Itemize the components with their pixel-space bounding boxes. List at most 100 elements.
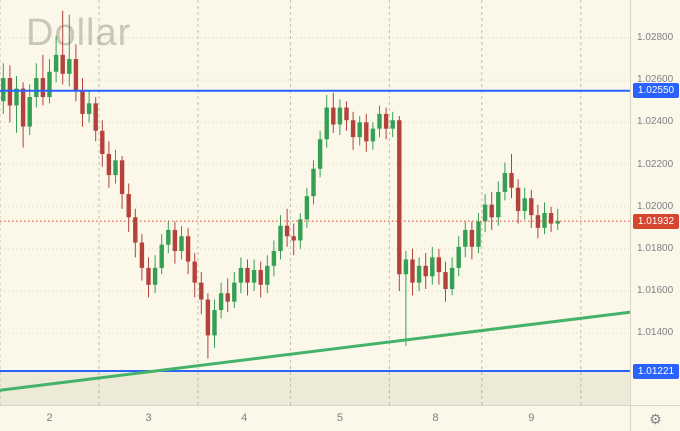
candle-body <box>416 265 422 283</box>
candle-body <box>364 122 369 142</box>
candle-body <box>166 229 171 245</box>
candle-body <box>529 198 534 216</box>
candle-body <box>436 257 442 273</box>
candle-body <box>93 103 98 131</box>
candle-body <box>423 265 428 277</box>
time-axis-label: 8 <box>432 412 439 424</box>
candle-body <box>390 120 395 129</box>
candle-body <box>172 229 178 252</box>
candle-body <box>218 293 224 311</box>
candle-body <box>271 251 277 266</box>
candle-body <box>449 267 455 289</box>
candle-body <box>337 107 343 125</box>
candle-body <box>53 54 59 72</box>
chart-canvas[interactable]: Dollar <box>0 0 630 405</box>
price-tick-label: 1.02200 <box>637 158 674 170</box>
candle-body <box>34 78 39 98</box>
candle-body <box>350 120 356 138</box>
candle-body <box>463 229 468 247</box>
candle-body <box>14 88 19 106</box>
candle-body <box>159 244 164 268</box>
price-tick-label: 1.02000 <box>637 200 674 212</box>
candle-body <box>106 153 112 176</box>
candle-body <box>100 130 105 154</box>
level-price-badge: 1.02550 <box>633 83 679 99</box>
candle-body <box>245 267 250 283</box>
candle-body <box>555 221 560 224</box>
candle-body <box>1 78 6 102</box>
candle-body <box>291 236 296 241</box>
candle-body <box>73 59 79 91</box>
candle-body <box>317 139 323 169</box>
price-tick-label: 1.01400 <box>637 327 674 339</box>
candle-body <box>443 272 448 289</box>
candle-body <box>265 265 270 285</box>
price-tick-label: 1.01600 <box>637 285 674 297</box>
support-zone <box>0 371 630 405</box>
candle-body <box>482 204 488 222</box>
candle-body <box>331 107 336 125</box>
time-axis-label: 3 <box>145 412 152 424</box>
candle-body <box>179 236 184 252</box>
candle-body <box>278 225 283 252</box>
candlestick-chart <box>0 0 630 405</box>
candle-body <box>469 229 475 247</box>
candle-body <box>548 213 554 224</box>
candle-body <box>515 187 521 211</box>
candle-body <box>344 107 349 121</box>
settings-gear-icon[interactable]: ⚙ <box>649 410 662 427</box>
candle-body <box>535 215 541 228</box>
candle-body <box>298 219 303 241</box>
candle-body <box>377 113 382 129</box>
candle-body <box>199 282 204 300</box>
candle-body <box>119 160 125 195</box>
candle-body <box>397 120 402 275</box>
candle-body <box>126 194 131 218</box>
candle-body <box>311 168 316 197</box>
trendline <box>0 310 630 392</box>
candle-body <box>133 217 138 243</box>
candle-body <box>80 90 85 114</box>
candle-body <box>304 196 310 220</box>
axis-corner: ⚙ <box>630 405 680 431</box>
candle-body <box>383 113 389 129</box>
price-tick-label: 1.02800 <box>637 31 674 43</box>
candle-body <box>324 107 329 140</box>
time-axis-label: 4 <box>241 412 248 424</box>
candle-body <box>496 191 501 218</box>
candle-body <box>60 54 65 74</box>
candle-body <box>146 267 151 285</box>
price-axis[interactable]: 1.02800 1.02600 1.02400 1.02200 1.02000 1.018… <box>630 0 680 405</box>
candle-body <box>139 242 145 268</box>
candle-body <box>27 97 32 127</box>
time-axis-label: 2 <box>46 412 53 424</box>
candle-body <box>258 270 263 285</box>
candle-body <box>251 270 257 283</box>
candle-body <box>192 261 197 283</box>
candle-body <box>185 236 191 262</box>
time-axis[interactable]: 2 3 4 5 8 9 <box>0 405 630 431</box>
candle-body <box>456 246 461 268</box>
candle-body <box>357 122 362 138</box>
candle-body <box>489 204 494 218</box>
time-axis-label: 5 <box>336 412 343 424</box>
candle-body <box>47 71 52 98</box>
candle-body <box>152 267 158 285</box>
candle-body <box>238 267 244 283</box>
price-tick-label: 1.02600 <box>637 74 674 86</box>
candle-body <box>542 213 547 228</box>
price-tick-label: 1.02400 <box>637 116 674 128</box>
candle-body <box>40 78 46 98</box>
candle-body <box>403 259 409 275</box>
candle-body <box>430 257 435 277</box>
candle-body <box>7 78 13 106</box>
candle-body <box>476 221 481 247</box>
price-tick-label: 1.01800 <box>637 242 674 254</box>
candle-body <box>225 293 230 302</box>
time-axis-label: 9 <box>528 412 535 424</box>
candle-body <box>370 128 376 142</box>
candle-body <box>509 172 514 188</box>
candle-body <box>502 172 508 192</box>
candle-body <box>232 282 237 302</box>
